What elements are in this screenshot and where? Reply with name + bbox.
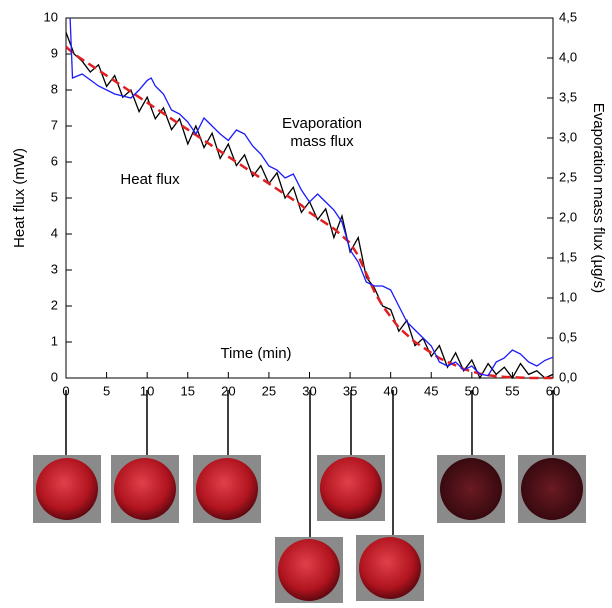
x-tick-label: 60	[546, 383, 560, 398]
x-tick-label: 40	[383, 383, 397, 398]
x-tick-label: 0	[62, 383, 69, 398]
annotation: Heat flux	[120, 171, 180, 188]
y2-tick-label: 1,0	[559, 289, 577, 304]
plot-frame	[65, 17, 554, 379]
x-tick-label: 25	[262, 383, 276, 398]
y2-tick-label: 4,0	[559, 49, 577, 64]
y2-tick-label: 3,5	[559, 89, 577, 104]
y-tick-label: 8	[51, 81, 58, 96]
annotation: Evaporation	[282, 115, 362, 132]
x-tick-label: 15	[181, 383, 195, 398]
y-tick-label: 5	[51, 189, 58, 204]
y-tick-label: 3	[51, 261, 58, 276]
droplet-photos	[33, 390, 586, 603]
y2-tick-label: 3,0	[559, 129, 577, 144]
y2-tick-label: 4,5	[559, 9, 577, 24]
y-axis-label: Heat flux (mW)	[11, 148, 28, 248]
y-tick-label: 2	[51, 297, 58, 312]
y-tick-label: 4	[51, 225, 58, 240]
y-tick-label: 10	[44, 9, 58, 24]
y-tick-label: 6	[51, 153, 58, 168]
x-tick-label: 50	[465, 383, 479, 398]
y2-tick-label: 1,5	[559, 249, 577, 264]
x-tick-label: 5	[103, 383, 110, 398]
series-line	[65, 32, 554, 380]
annotation: mass flux	[290, 133, 354, 150]
y-tick-label: 7	[51, 117, 58, 132]
y2-tick-label: 2,0	[559, 209, 577, 224]
x-axis-label: Time (min)	[220, 345, 291, 362]
y2-tick-label: 2,5	[559, 169, 577, 184]
y2-tick-label: 0,0	[559, 369, 577, 384]
x-tick-label: 35	[343, 383, 357, 398]
y2-axis-label: Evaporation mass flux (µg/s)	[590, 103, 607, 293]
y-tick-label: 1	[51, 333, 58, 348]
x-tick-label: 20	[221, 383, 235, 398]
series-line	[65, 45, 553, 380]
y-tick-label: 0	[51, 369, 58, 384]
y-tick-label: 9	[51, 45, 58, 60]
y2-tick-label: 0,5	[559, 329, 577, 344]
x-tick-label: 45	[424, 383, 438, 398]
x-tick-label: 30	[302, 383, 316, 398]
x-tick-label: 10	[140, 383, 154, 398]
series-line	[69, 17, 554, 377]
x-tick-label: 55	[505, 383, 519, 398]
